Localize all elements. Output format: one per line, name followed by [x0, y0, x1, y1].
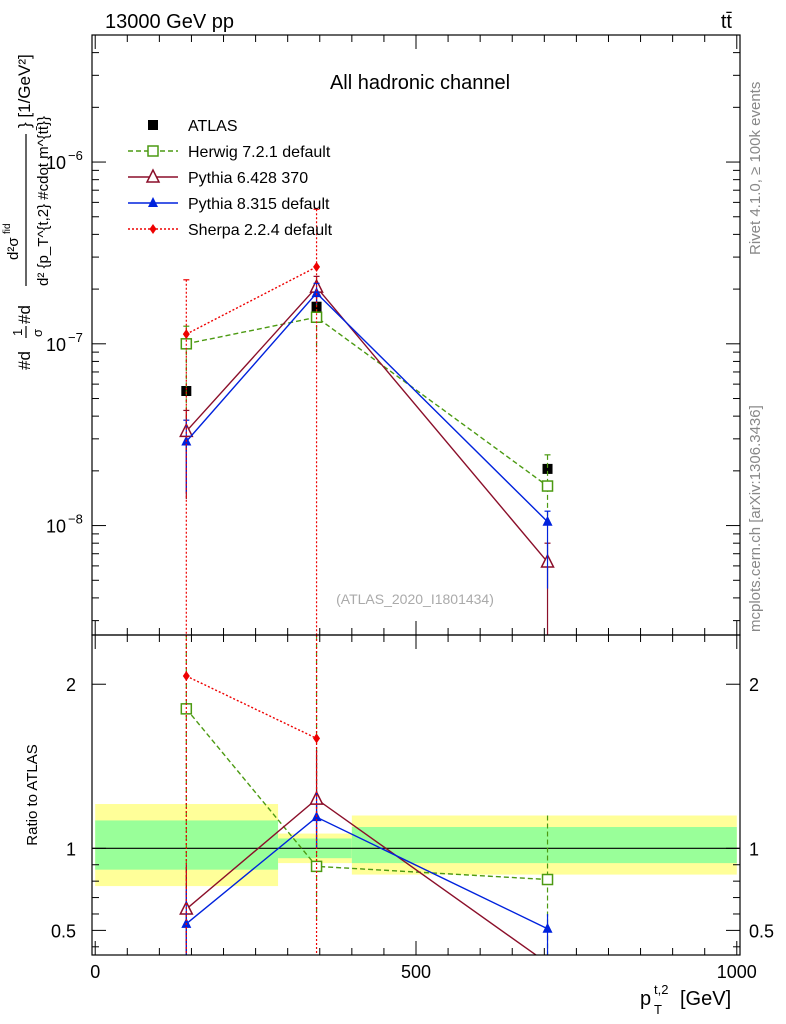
ratio-point	[542, 922, 553, 933]
ratio-panel: 0.5 0.5 1 1 2 2 0 500 1000	[51, 634, 774, 982]
legend-entry: Herwig 7.2.1 default	[128, 144, 331, 161]
data-point	[541, 480, 554, 492]
legend-entry: Pythia 8.315 default	[128, 196, 330, 213]
legend-marker	[149, 224, 157, 234]
y-tick-label: 10	[46, 517, 66, 537]
series-herwig-7-2-1-default	[180, 292, 554, 526]
main-y-axis-label-prefix: #d	[15, 351, 34, 370]
x-tick-label: 1000	[717, 962, 757, 982]
ratio-point	[541, 873, 554, 886]
main-y-axis-label: #d 1 σ #d d²σ fid d² {p_T^{t,2} #cdot m^…	[2, 54, 52, 370]
y-tick-label-exponent: −8	[68, 512, 83, 527]
main-y-axis-label-numerator: d²σ	[5, 237, 22, 260]
legend: ATLAS Herwig 7.2.1 default Pythia 6.428 37…	[128, 118, 333, 239]
ratio-point	[182, 671, 190, 682]
x-axis-label: p T t,2 [GeV]	[640, 982, 731, 1017]
legend-entry: ATLAS	[148, 118, 238, 135]
main-y-axis-label-unit: } [1/GeV²]	[15, 54, 34, 128]
ratio-band-1sigma	[351, 827, 737, 864]
data-point	[313, 261, 321, 272]
x-tick-label: 0	[90, 962, 100, 982]
mcplots-label: mcplots.cern.ch [arXiv:1306.3436]	[747, 405, 764, 632]
ratio-series-sherpa-2-2-4-default	[182, 635, 321, 955]
x-axis-label-unit: [GeV]	[680, 988, 731, 1010]
ratio-point	[181, 917, 192, 928]
series-line	[185, 292, 549, 523]
legend-label: Sherpa 2.2.4 default	[188, 222, 333, 239]
rivet-version-label: Rivet 4.1.0, ≥ 100k events	[747, 82, 764, 255]
ratio-y-tick-label-right: 2	[749, 675, 759, 695]
ratio-y-tick-label-left: 1	[66, 839, 76, 859]
data-point	[311, 287, 322, 298]
y-tick-label: 10	[46, 153, 66, 173]
energy-label: 13000 GeV pp	[105, 11, 234, 33]
x-axis-label-sup: t,2	[654, 982, 668, 997]
x-axis-label-sub: T	[654, 1002, 662, 1017]
legend-marker	[148, 197, 158, 207]
legend-label: ATLAS	[188, 118, 238, 135]
series-sherpa-2-2-4-default	[182, 208, 321, 635]
main-y-axis-label-fraction-num: 1	[10, 329, 25, 336]
ratio-series-herwig-7-2-1-default	[180, 635, 554, 955]
ratio-y-tick-label-right: 0.5	[749, 921, 774, 941]
legend-entry: Sherpa 2.2.4 default	[128, 222, 333, 239]
main-y-axis-label-mid: #d	[15, 305, 34, 324]
main-data-layer	[179, 208, 555, 635]
analysis-watermark: (ATLAS_2020_I1801434)	[336, 591, 494, 607]
ratio-point	[313, 733, 321, 744]
legend-marker	[148, 120, 158, 130]
ratio-series-line	[186, 675, 317, 740]
ratio-y-tick-label-left: 0.5	[51, 921, 76, 941]
legend-entry: Pythia 6.428 370	[128, 168, 308, 187]
legend-marker	[145, 168, 161, 183]
x-axis-label-p: p	[640, 988, 651, 1010]
ratio-y-tick-label-right: 1	[749, 839, 759, 859]
series-line	[185, 266, 317, 335]
process-label: tt̄	[721, 11, 733, 33]
series-line	[185, 286, 549, 563]
series-pythia-8-315-default	[181, 282, 553, 589]
ratio-data-layer	[179, 635, 554, 955]
main-axis-ticks: 10−610−710−8	[46, 34, 740, 635]
series-atlas	[181, 301, 553, 474]
main-y-axis-label-denominator: d² {p_T^{t,2} #cdot m^{tt̄}}	[35, 116, 52, 286]
y-tick-label-exponent: −6	[68, 148, 83, 163]
series-pythia-6-428-370	[179, 275, 555, 635]
ratio-axis-ticks: 0.5 0.5 1 1 2 2 0 500 1000	[51, 635, 774, 982]
ratio-y-axis-label: Ratio to ATLAS	[24, 744, 41, 845]
legend-label: Herwig 7.2.1 default	[188, 144, 331, 161]
data-point	[182, 329, 190, 340]
main-y-axis-label-fid: fid	[2, 223, 13, 234]
ratio-uncertainty-bands	[92, 804, 740, 887]
chart-title: All hadronic channel	[330, 72, 510, 94]
legend-marker	[147, 145, 159, 157]
ratio-y-tick-label-left: 2	[66, 675, 76, 695]
data-point	[542, 463, 553, 474]
legend-label: Pythia 8.315 default	[188, 196, 330, 213]
y-tick-label-exponent: −7	[68, 330, 83, 345]
data-point	[542, 515, 553, 526]
legend-label: Pythia 6.428 370	[188, 170, 308, 187]
ratio-point	[310, 860, 323, 873]
x-tick-label: 500	[401, 962, 431, 982]
main-y-axis-label-fraction-den: σ	[30, 329, 45, 337]
y-tick-label: 10	[46, 335, 66, 355]
